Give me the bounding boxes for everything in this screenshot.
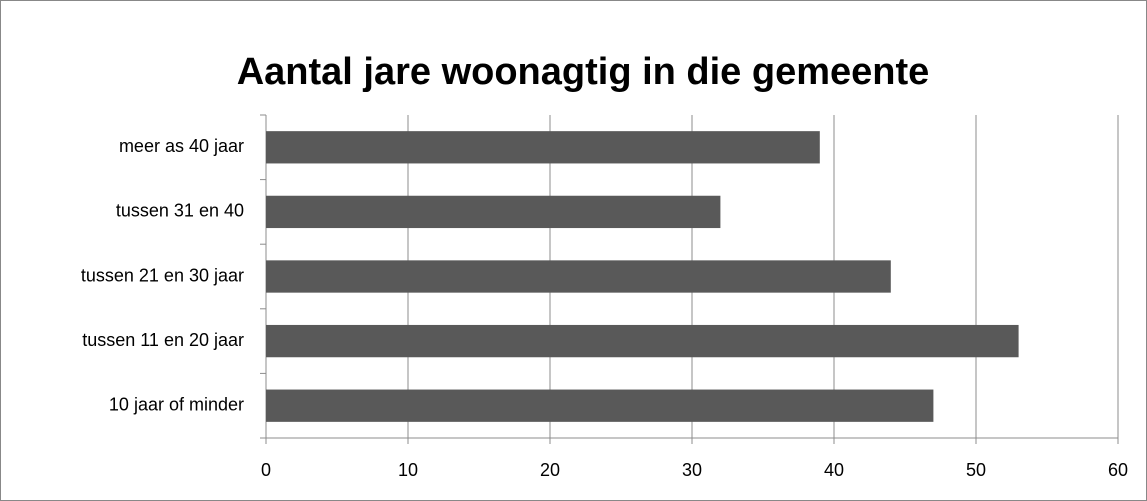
x-tick-label: 20 [540, 460, 560, 480]
bar [266, 260, 891, 293]
x-tick-label: 0 [261, 460, 271, 480]
chart-title: Aantal jare woonagtig in die gemeente [237, 51, 930, 93]
y-tick-label: meer as 40 jaar [119, 136, 244, 156]
x-tick-label: 30 [682, 460, 702, 480]
y-tick-label: tussen 21 en 30 jaar [81, 265, 244, 285]
bar [266, 195, 721, 229]
bar [266, 324, 1019, 358]
bar [266, 131, 820, 164]
y-tick-label: tussen 31 en 40 [116, 201, 244, 221]
x-tick-label: 10 [398, 460, 418, 480]
bar [266, 389, 934, 422]
x-tick-label: 50 [966, 460, 986, 480]
x-tick-label: 60 [1108, 460, 1128, 480]
x-tick-label: 40 [824, 460, 844, 480]
y-tick-label: tussen 11 en 20 jaar [82, 330, 244, 350]
y-tick-label: 10 jaar of minder [109, 394, 244, 414]
